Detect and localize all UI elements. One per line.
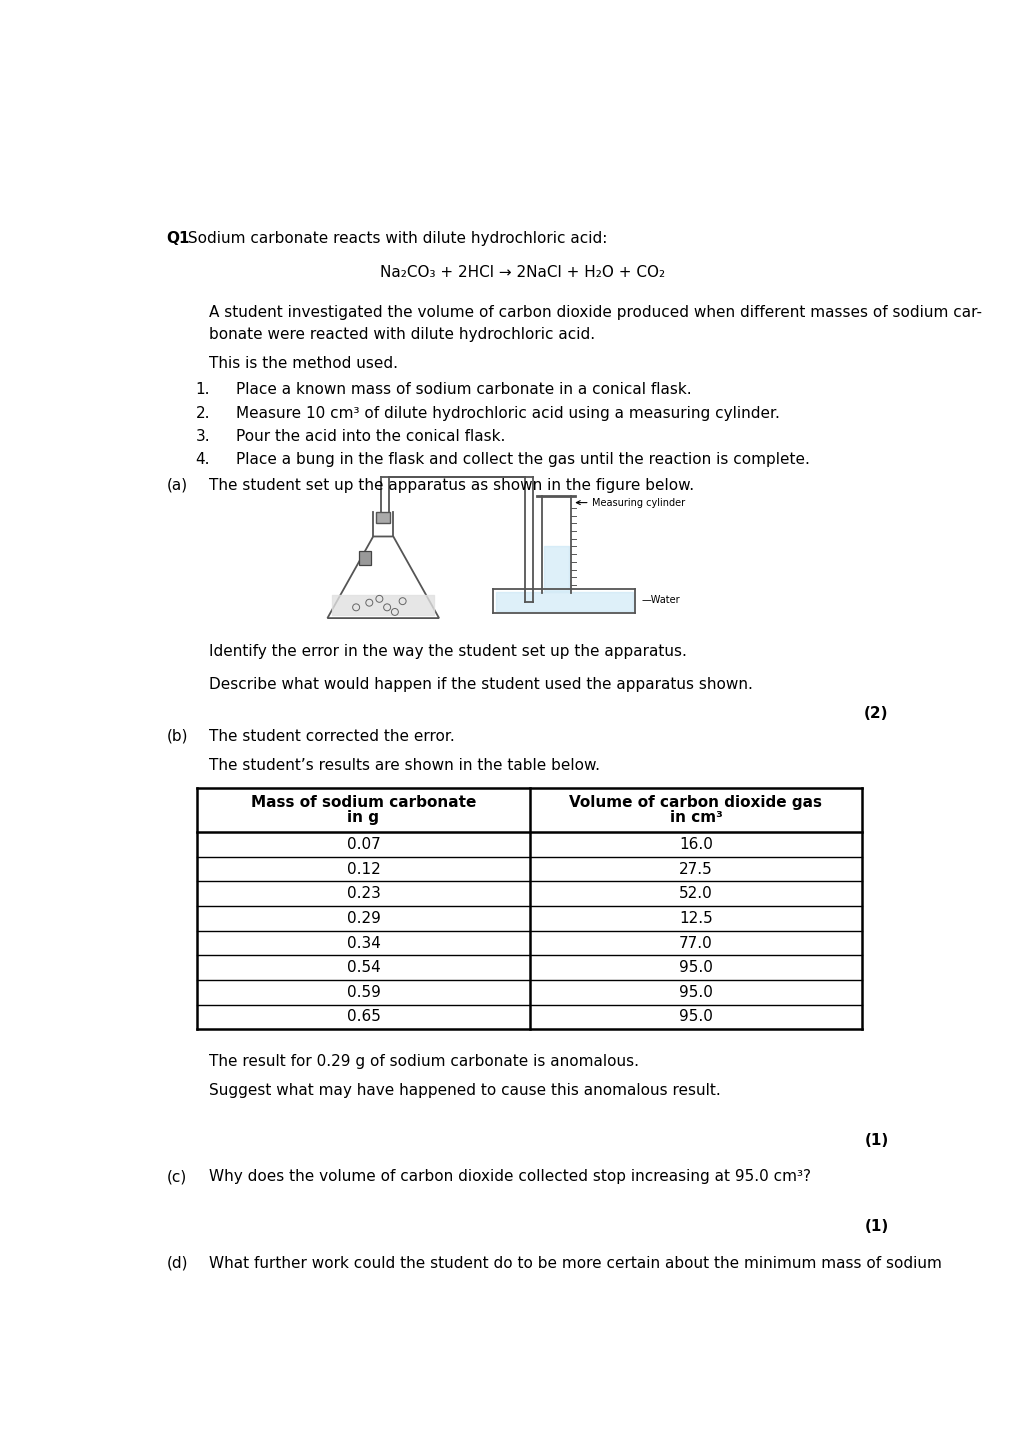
Text: Place a bung in the flask and collect the gas until the reaction is complete.: Place a bung in the flask and collect th…: [235, 451, 809, 467]
Text: (c): (c): [166, 1169, 186, 1184]
Text: Place a known mass of sodium carbonate in a conical flask.: Place a known mass of sodium carbonate i…: [235, 382, 691, 398]
Text: 0.12: 0.12: [346, 862, 380, 877]
Text: bonate were reacted with dilute hydrochloric acid.: bonate were reacted with dilute hydrochl…: [209, 327, 594, 342]
Text: What further work could the student do to be more certain about the minimum mass: What further work could the student do t…: [209, 1256, 941, 1270]
Text: 4.: 4.: [196, 451, 210, 467]
Text: 52.0: 52.0: [679, 887, 712, 901]
Text: 3.: 3.: [196, 428, 210, 444]
Text: The student set up the apparatus as shown in the figure below.: The student set up the apparatus as show…: [209, 477, 693, 493]
Bar: [376, 512, 390, 522]
Text: (2): (2): [863, 707, 888, 721]
Text: Identify the error in the way the student set up the apparatus.: Identify the error in the way the studen…: [209, 645, 686, 659]
Text: Measure 10 cm³ of dilute hydrochloric acid using a measuring cylinder.: Measure 10 cm³ of dilute hydrochloric ac…: [235, 405, 780, 421]
Text: (1): (1): [863, 1133, 888, 1148]
Text: 2.: 2.: [196, 405, 210, 421]
Text: 95.0: 95.0: [679, 960, 712, 975]
Text: 0.59: 0.59: [346, 985, 380, 999]
Text: Mass of sodium carbonate: Mass of sodium carbonate: [251, 796, 476, 810]
Text: (1): (1): [863, 1220, 888, 1234]
Text: (a): (a): [166, 477, 187, 493]
Text: Measuring cylinder: Measuring cylinder: [576, 497, 685, 508]
Text: 0.29: 0.29: [346, 911, 380, 926]
Text: 0.23: 0.23: [346, 887, 380, 901]
Text: 0.07: 0.07: [346, 836, 380, 852]
Text: The student’s results are shown in the table below.: The student’s results are shown in the t…: [209, 758, 599, 773]
Bar: [359, 551, 371, 565]
Text: 0.34: 0.34: [346, 936, 380, 950]
Text: This is the method used.: This is the method used.: [209, 356, 397, 371]
Text: 0.54: 0.54: [346, 960, 380, 975]
Text: Why does the volume of carbon dioxide collected stop increasing at 95.0 cm³?: Why does the volume of carbon dioxide co…: [209, 1169, 810, 1184]
Text: 12.5: 12.5: [679, 911, 712, 926]
Text: Q1: Q1: [166, 231, 190, 245]
Text: —Water: —Water: [641, 596, 680, 606]
Text: 16.0: 16.0: [679, 836, 712, 852]
Text: The student corrected the error.: The student corrected the error.: [209, 730, 454, 744]
Text: The result for 0.29 g of sodium carbonate is anomalous.: The result for 0.29 g of sodium carbonat…: [209, 1054, 638, 1069]
Text: (b): (b): [166, 730, 187, 744]
Text: in g: in g: [347, 810, 379, 825]
Text: 27.5: 27.5: [679, 862, 712, 877]
Text: in cm³: in cm³: [668, 810, 721, 825]
Text: Volume of carbon dioxide gas: Volume of carbon dioxide gas: [569, 796, 821, 810]
Text: Pour the acid into the conical flask.: Pour the acid into the conical flask.: [235, 428, 504, 444]
Text: A student investigated the volume of carbon dioxide produced when different mass: A student investigated the volume of car…: [209, 306, 981, 320]
Text: 95.0: 95.0: [679, 1009, 712, 1024]
Text: 0.65: 0.65: [346, 1009, 380, 1024]
Text: 77.0: 77.0: [679, 936, 712, 950]
Text: Suggest what may have happened to cause this anomalous result.: Suggest what may have happened to cause …: [209, 1083, 719, 1099]
Text: Na₂CO₃ + 2HCl → 2NaCl + H₂O + CO₂: Na₂CO₃ + 2HCl → 2NaCl + H₂O + CO₂: [380, 265, 664, 280]
Text: 95.0: 95.0: [679, 985, 712, 999]
Text: .Sodium carbonate reacts with dilute hydrochloric acid:: .Sodium carbonate reacts with dilute hyd…: [183, 231, 607, 245]
Text: Describe what would happen if the student used the apparatus shown.: Describe what would happen if the studen…: [209, 678, 752, 692]
Text: 1.: 1.: [196, 382, 210, 398]
Text: (d): (d): [166, 1256, 187, 1270]
